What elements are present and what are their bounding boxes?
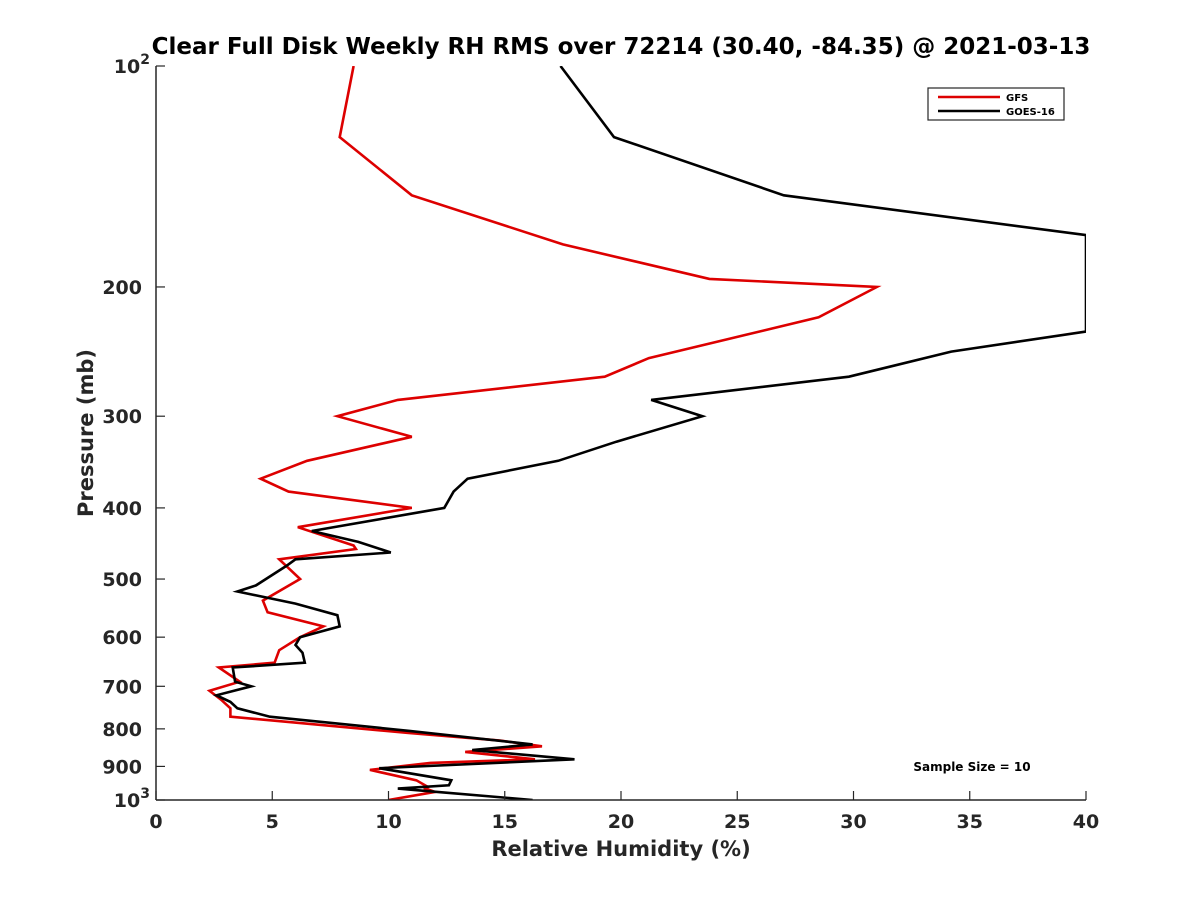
legend-label-goes16: GOES-16 xyxy=(1006,107,1055,118)
y-tick-label: 300 xyxy=(102,406,142,428)
y-tick-label: 700 xyxy=(102,676,142,698)
chart-title: Clear Full Disk Weekly RH RMS over 72214… xyxy=(152,34,1091,60)
x-tick-label: 5 xyxy=(266,811,279,833)
y-tick-label: 200 xyxy=(102,277,142,299)
y-tick-label: 900 xyxy=(102,756,142,778)
y-axis-ticks: 102 200 300 400 500 600 700 800 900 103 xyxy=(102,52,165,812)
legend-label-gfs: GFS xyxy=(1006,93,1028,104)
x-tick-label: 25 xyxy=(724,811,750,833)
x-axis-ticks: 0 5 10 15 20 25 30 35 40 xyxy=(149,791,1099,833)
y-axis-label: Pressure (mb) xyxy=(74,349,98,517)
x-tick-label: 35 xyxy=(957,811,983,833)
y-tick-label: 102 xyxy=(114,52,150,78)
y-tick-label: 600 xyxy=(102,627,142,649)
y-tick-label: 400 xyxy=(102,498,142,520)
x-tick-label: 20 xyxy=(608,811,634,833)
sample-size-annotation: Sample Size = 10 xyxy=(913,760,1030,774)
y-tick-label: 500 xyxy=(102,569,142,591)
x-tick-label: 30 xyxy=(840,811,866,833)
legend: GFS GOES-16 xyxy=(927,87,1065,121)
legend-box xyxy=(927,87,1065,121)
y-tick-label: 800 xyxy=(102,719,142,741)
y-tick-label: 103 xyxy=(114,786,150,812)
x-tick-label: 40 xyxy=(1073,811,1099,833)
x-tick-label: 10 xyxy=(375,811,401,833)
x-axis-label: Relative Humidity (%) xyxy=(491,837,750,861)
series-layer xyxy=(206,66,1086,800)
x-tick-label: 15 xyxy=(492,811,518,833)
series-line-goes16 xyxy=(212,66,1086,800)
x-tick-label: 0 xyxy=(149,811,162,833)
series-line-gfs xyxy=(206,66,882,800)
